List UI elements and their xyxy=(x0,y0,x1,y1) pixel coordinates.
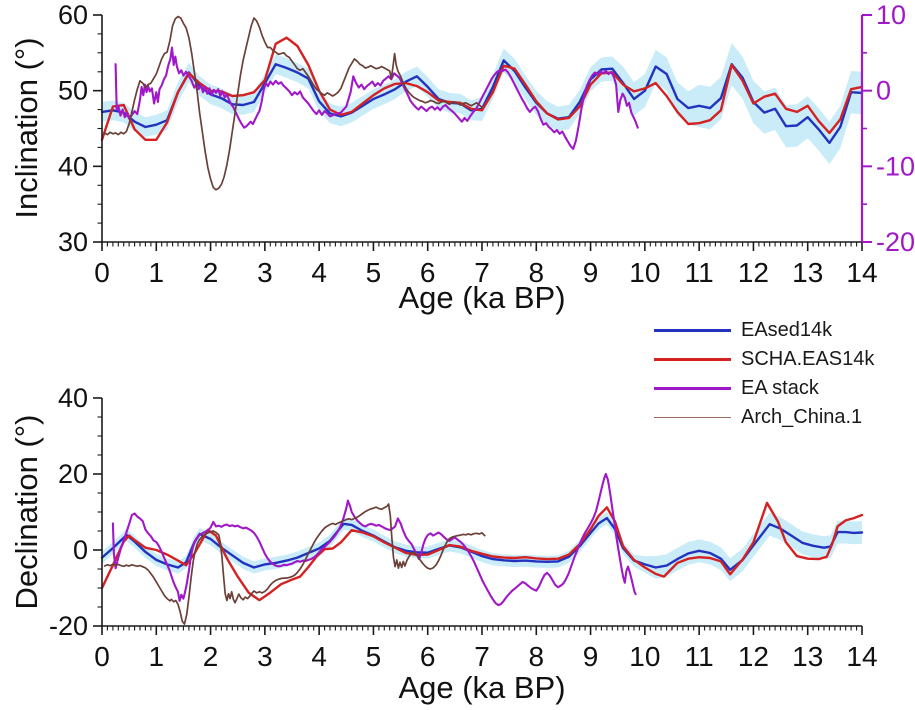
x-tick-label: 3 xyxy=(257,641,273,672)
x-tick-label: 10 xyxy=(629,641,660,672)
y-tick-label: 40 xyxy=(58,151,88,181)
x-tick-label: 6 xyxy=(420,257,436,288)
y-tick-label: 30 xyxy=(58,227,88,257)
legend-item: Arch_China.1 xyxy=(654,403,874,432)
x-tick-label: 14 xyxy=(846,257,877,288)
x-tick-label: 7 xyxy=(474,257,490,288)
legend-label: EAsed14k xyxy=(741,319,833,341)
y-tick-label: 60 xyxy=(58,0,88,30)
x-tick-label: 2 xyxy=(203,641,219,672)
x-tick-label: 7 xyxy=(474,641,490,672)
declination-axis-title: Declination (°) xyxy=(9,414,44,610)
y-tick-label: 40 xyxy=(58,383,88,413)
y-tick-label: 0 xyxy=(73,535,88,565)
legend-item: EA stack xyxy=(654,374,874,403)
inclination-axis-title: Inclination (°) xyxy=(9,37,44,219)
x-tick-label: 12 xyxy=(738,641,769,672)
x-tick-label: 1 xyxy=(148,641,164,672)
x-tick-label: 9 xyxy=(583,257,599,288)
x-tick-label: 4 xyxy=(311,257,327,288)
series-scha-eas14k xyxy=(100,501,864,602)
x-tick-label: 0 xyxy=(94,257,110,288)
x-tick-label: 5 xyxy=(366,641,382,672)
x-tick-label: 10 xyxy=(629,257,660,288)
y-tick-label: 50 xyxy=(58,76,88,106)
legend-line-easede14k xyxy=(654,329,731,332)
y-tick-label: 20 xyxy=(58,459,88,489)
x-tick-label: 9 xyxy=(583,641,599,672)
top-x-axis-title: Age (ka BP) xyxy=(398,280,566,315)
x-tick-label: 13 xyxy=(792,257,823,288)
uncertainty-band xyxy=(102,43,862,165)
x-tick-label: 14 xyxy=(846,641,877,672)
right-axis-tick-label: -10 xyxy=(876,151,915,181)
legend-line-scha-eas14k xyxy=(654,358,731,361)
legend-line-ea-stack xyxy=(654,387,731,390)
series-ea-stack xyxy=(111,472,637,607)
x-tick-label: 2 xyxy=(203,257,219,288)
legend: EAsed14k SCHA.EAS14k EA stack Arch_China… xyxy=(654,316,874,432)
x-tick-label: 13 xyxy=(792,641,823,672)
series-arch-china-1 xyxy=(103,15,483,191)
legend-item: EAsed14k xyxy=(654,316,874,345)
right-axis-tick-label: 0 xyxy=(876,76,891,106)
x-tick-label: 5 xyxy=(366,257,382,288)
x-tick-label: 3 xyxy=(257,257,273,288)
x-tick-label: 11 xyxy=(685,257,714,288)
x-tick-label: 6 xyxy=(420,641,436,672)
legend-label: SCHA.EAS14k xyxy=(741,348,875,370)
x-tick-label: 0 xyxy=(94,641,110,672)
right-axis-tick-label: -20 xyxy=(876,227,915,257)
x-tick-label: 1 xyxy=(148,257,164,288)
bottom-x-axis-title: Age (ka BP) xyxy=(398,670,566,705)
uncertainty-band xyxy=(102,512,862,582)
x-tick-label: 11 xyxy=(685,641,714,672)
y-tick-label: -20 xyxy=(49,611,88,641)
legend-label: EA stack xyxy=(741,377,819,399)
series-scha-eas14k xyxy=(100,36,864,142)
x-tick-label: 8 xyxy=(528,257,544,288)
x-tick-label: 8 xyxy=(528,641,544,672)
series-ea-stack xyxy=(114,46,639,150)
legend-item: SCHA.EAS14k xyxy=(654,345,874,374)
x-tick-label: 12 xyxy=(738,257,769,288)
legend-line-arch-china-1 xyxy=(654,416,731,419)
series-arch-china-1 xyxy=(103,503,486,625)
x-tick-label: 4 xyxy=(311,641,327,672)
legend-label: Arch_China.1 xyxy=(741,406,863,428)
right-axis-tick-label: 10 xyxy=(876,0,906,30)
